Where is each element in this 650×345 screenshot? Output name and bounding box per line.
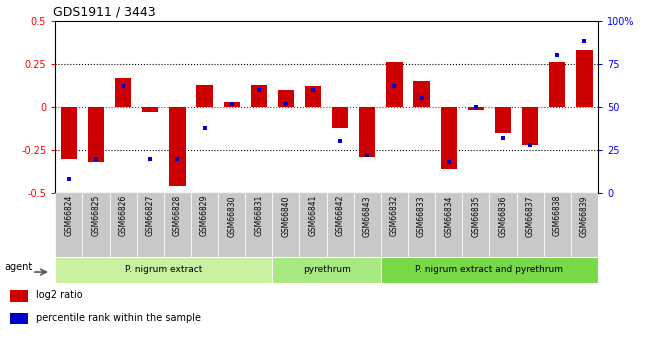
Bar (549, 62, 566, 107)
Text: GSM66834: GSM66834 (444, 195, 453, 237)
Text: GSM66825: GSM66825 (92, 195, 101, 236)
Bar (495, 107, 511, 133)
Text: GSM66833: GSM66833 (417, 195, 426, 237)
Bar (305, 86, 321, 107)
Text: GSM66828: GSM66828 (173, 195, 182, 236)
Text: GDS1911 / 3443: GDS1911 / 3443 (53, 5, 155, 18)
Bar (224, 102, 240, 107)
Text: GSM66831: GSM66831 (254, 195, 263, 236)
Bar (136, 193, 164, 257)
Bar (278, 90, 294, 107)
Bar (300, 193, 326, 257)
Bar (272, 193, 300, 257)
Text: log2 ratio: log2 ratio (36, 290, 83, 300)
Text: GSM66824: GSM66824 (64, 195, 73, 236)
Text: GSM66829: GSM66829 (200, 195, 209, 236)
Bar (251, 85, 267, 107)
Text: GSM66839: GSM66839 (580, 195, 589, 237)
Text: P. nigrum extract and pyrethrum: P. nigrum extract and pyrethrum (415, 265, 564, 275)
Bar (10, 290, 28, 302)
Bar (354, 193, 381, 257)
Bar (381, 193, 408, 257)
Bar (10, 313, 28, 324)
Text: GSM66826: GSM66826 (118, 195, 127, 236)
Bar (332, 107, 348, 128)
Bar (381, 257, 598, 283)
Bar (83, 193, 110, 257)
Text: GSM66830: GSM66830 (227, 195, 236, 237)
Bar (109, 193, 136, 257)
Bar (115, 78, 131, 107)
Text: GSM66840: GSM66840 (281, 195, 291, 237)
Text: percentile rank within the sample: percentile rank within the sample (36, 313, 201, 323)
Text: GSM66832: GSM66832 (390, 195, 399, 236)
Bar (571, 193, 598, 257)
Bar (408, 193, 436, 257)
Bar (441, 107, 457, 169)
Bar (164, 193, 191, 257)
Text: GSM66835: GSM66835 (471, 195, 480, 237)
Text: GSM66838: GSM66838 (552, 195, 562, 236)
Bar (436, 193, 462, 257)
Bar (191, 193, 218, 257)
Bar (543, 193, 571, 257)
Bar (88, 107, 104, 162)
Bar (196, 85, 213, 107)
Bar (517, 193, 544, 257)
Text: GSM66842: GSM66842 (335, 195, 345, 236)
Bar (327, 193, 354, 257)
Bar (577, 50, 593, 107)
Bar (522, 107, 538, 145)
Bar (359, 107, 376, 157)
Text: GSM66841: GSM66841 (309, 195, 318, 236)
Bar (489, 193, 517, 257)
Bar (272, 257, 381, 283)
Text: P. nigrum extract: P. nigrum extract (125, 265, 203, 275)
Text: pyrethrum: pyrethrum (303, 265, 350, 275)
Bar (55, 193, 83, 257)
Bar (60, 107, 77, 159)
Bar (462, 193, 489, 257)
Bar (142, 107, 159, 112)
Bar (218, 193, 245, 257)
Bar (413, 81, 430, 107)
Bar (245, 193, 272, 257)
Text: GSM66843: GSM66843 (363, 195, 372, 237)
Bar (386, 62, 402, 107)
Bar (468, 107, 484, 110)
Text: GSM66836: GSM66836 (499, 195, 508, 237)
Bar (169, 107, 185, 186)
Text: GSM66837: GSM66837 (526, 195, 535, 237)
Text: agent: agent (5, 263, 32, 272)
Bar (55, 257, 272, 283)
Text: GSM66827: GSM66827 (146, 195, 155, 236)
